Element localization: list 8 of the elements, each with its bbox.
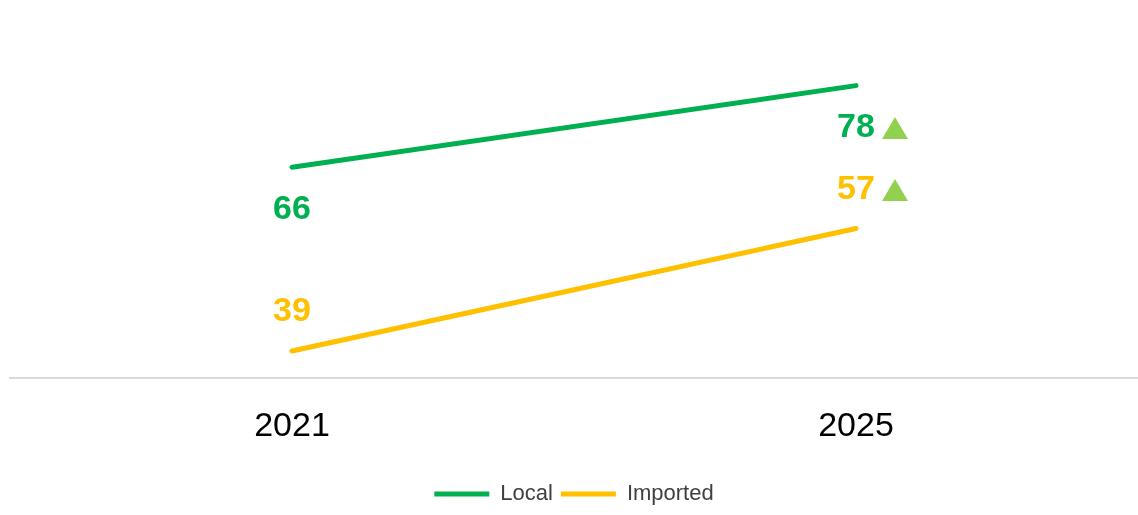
x-tick-label: 2021: [254, 404, 330, 443]
data-label: 57: [837, 167, 875, 206]
data-label: 39: [273, 290, 311, 329]
data-label: 66: [273, 187, 311, 226]
legend-label: Local: [500, 480, 553, 506]
x-tick-label: 2025: [818, 404, 894, 443]
data-label: 78: [837, 105, 875, 144]
legend-label: Imported: [626, 480, 714, 506]
